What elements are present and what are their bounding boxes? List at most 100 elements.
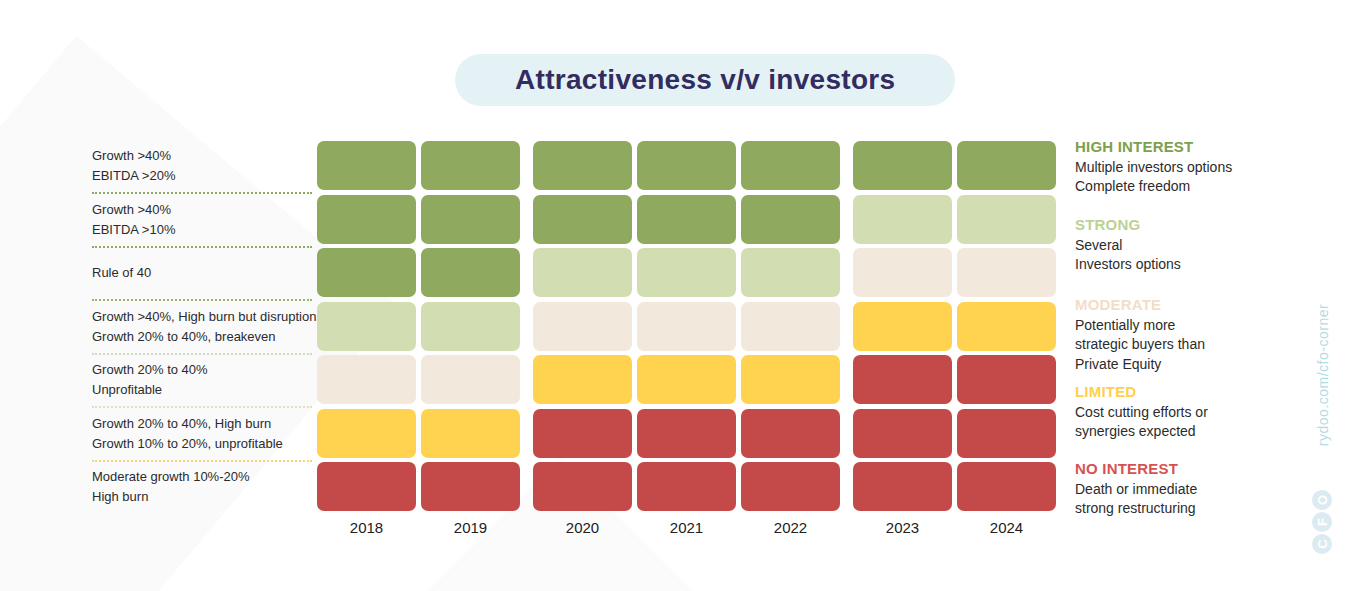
row-label-line: Moderate growth 10%-20% — [92, 467, 318, 487]
heatmap-cell — [533, 355, 632, 404]
row-label-line: Growth 20% to 40%, High burn — [92, 414, 318, 434]
heatmap-cell — [421, 409, 520, 458]
year-label: 2020 — [533, 519, 632, 536]
heatmap-cell — [533, 462, 632, 511]
row-label: Growth >40%EBITDA >20% — [92, 141, 318, 190]
heatmap-cell — [421, 302, 520, 351]
legend-entry-line: Private Equity — [1075, 355, 1290, 374]
heatmap-cell — [421, 355, 520, 404]
row-label: Growth >40%EBITDA >10% — [92, 195, 318, 244]
legend-entry-line: Multiple investors options — [1075, 158, 1290, 177]
legend-entry-line: Potentially more — [1075, 316, 1290, 335]
row-label-line: Growth >40% — [92, 146, 318, 166]
legend-entry-title: LIMITED — [1075, 383, 1290, 400]
heatmap-cell — [853, 141, 952, 190]
year-label: 2022 — [741, 519, 840, 536]
legend-entry-line: Death or immediate — [1075, 480, 1290, 499]
heatmap-cell — [533, 409, 632, 458]
row-label-line: EBITDA >20% — [92, 166, 318, 186]
infographic-canvas: Attractiveness v/v investors Growth >40%… — [0, 0, 1370, 591]
heatmap-cell — [957, 248, 1056, 297]
legend-entry: LIMITEDCost cutting efforts orsynergies … — [1075, 383, 1290, 442]
watermark-url: rydoo.com/cfo-corner — [1315, 289, 1331, 461]
heatmap-cell — [637, 462, 736, 511]
row-separator — [92, 406, 312, 408]
heatmap-cell — [421, 462, 520, 511]
legend-entry-line: Investors options — [1075, 255, 1290, 274]
heatmap-cell — [741, 355, 840, 404]
heatmap-cell — [853, 302, 952, 351]
cfo-logo-letter: F — [1312, 512, 1332, 532]
legend-entry-line: Complete freedom — [1075, 177, 1290, 196]
cfo-logo-letter: C — [1312, 534, 1332, 554]
heatmap-cell — [853, 195, 952, 244]
row-label-line: Rule of 40 — [92, 263, 318, 283]
legend-entry-title: MODERATE — [1075, 296, 1290, 313]
row-label-line: Growth 20% to 40%, breakeven — [92, 327, 318, 347]
heatmap-cell — [533, 141, 632, 190]
heatmap-cell — [637, 302, 736, 351]
heatmap-cell — [637, 195, 736, 244]
heatmap-cell — [317, 302, 416, 351]
heatmap-cell — [637, 409, 736, 458]
legend-entry: STRONG SeveralInvestors options — [1075, 216, 1290, 275]
row-label-line: EBITDA >10% — [92, 220, 318, 240]
heatmap-cell — [317, 355, 416, 404]
row-label: Rule of 40 — [92, 248, 318, 297]
heatmap-cell — [421, 248, 520, 297]
row-label: Growth 20% to 40%, High burnGrowth 10% t… — [92, 409, 318, 458]
heatmap-cell — [853, 355, 952, 404]
year-label: 2018 — [317, 519, 416, 536]
legend-entry-line: Several — [1075, 236, 1290, 255]
heatmap-cell — [853, 409, 952, 458]
cfo-logo-letter: O — [1312, 490, 1332, 510]
heatmap-cell — [421, 195, 520, 244]
row-label-line: Growth 20% to 40% — [92, 360, 318, 380]
row-label-line: High burn — [92, 487, 318, 507]
row-separator — [92, 299, 312, 301]
heatmap-cell — [317, 409, 416, 458]
heatmap-cell — [637, 355, 736, 404]
heatmap-cell — [741, 409, 840, 458]
chart-title: Attractiveness v/v investors — [515, 64, 895, 96]
year-label: 2023 — [853, 519, 952, 536]
legend-entry: HIGH INTEREST Multiple investors optionsC… — [1075, 138, 1290, 197]
row-label-line: Growth 10% to 20%, unprofitable — [92, 434, 318, 454]
heatmap-cell — [533, 302, 632, 351]
row-label: Growth 20% to 40%Unprofitable — [92, 355, 318, 404]
heatmap-cell — [317, 248, 416, 297]
heatmap-cell — [957, 141, 1056, 190]
heatmap-cell — [741, 302, 840, 351]
row-label-line: Growth >40%, High burn but disruption — [92, 307, 318, 327]
heatmap-cell — [853, 248, 952, 297]
row-label: Moderate growth 10%-20%High burn — [92, 462, 318, 511]
legend-entry-line: synergies expected — [1075, 422, 1290, 441]
year-label: 2021 — [637, 519, 736, 536]
heatmap-cell — [957, 195, 1056, 244]
legend-entry-title: STRONG — [1075, 216, 1290, 233]
legend-entry-line: strong restructuring — [1075, 499, 1290, 518]
heatmap-cell — [853, 462, 952, 511]
chart-title-pill: Attractiveness v/v investors — [455, 54, 955, 106]
row-separator — [92, 192, 312, 194]
row-label-line: Unprofitable — [92, 380, 318, 400]
legend-entry-title: NO INTEREST — [1075, 460, 1290, 477]
heatmap-cell — [957, 409, 1056, 458]
heatmap-cell — [317, 462, 416, 511]
heatmap-cell — [741, 141, 840, 190]
legend-entry-title: HIGH INTEREST — [1075, 138, 1290, 155]
heatmap-cell — [637, 141, 736, 190]
heatmap-cell — [957, 302, 1056, 351]
heatmap-cell — [533, 195, 632, 244]
year-label: 2019 — [421, 519, 520, 536]
cfo-logo: CFO — [1312, 488, 1334, 554]
heatmap-cell — [317, 195, 416, 244]
row-label-line: Growth >40% — [92, 200, 318, 220]
heatmap-cell — [637, 248, 736, 297]
heatmap-cell — [741, 195, 840, 244]
heatmap-cell — [533, 248, 632, 297]
row-label: Growth >40%, High burn but disruptionGro… — [92, 302, 318, 351]
heatmap-cell — [741, 248, 840, 297]
heatmap-cell — [957, 462, 1056, 511]
year-label: 2024 — [957, 519, 1056, 536]
